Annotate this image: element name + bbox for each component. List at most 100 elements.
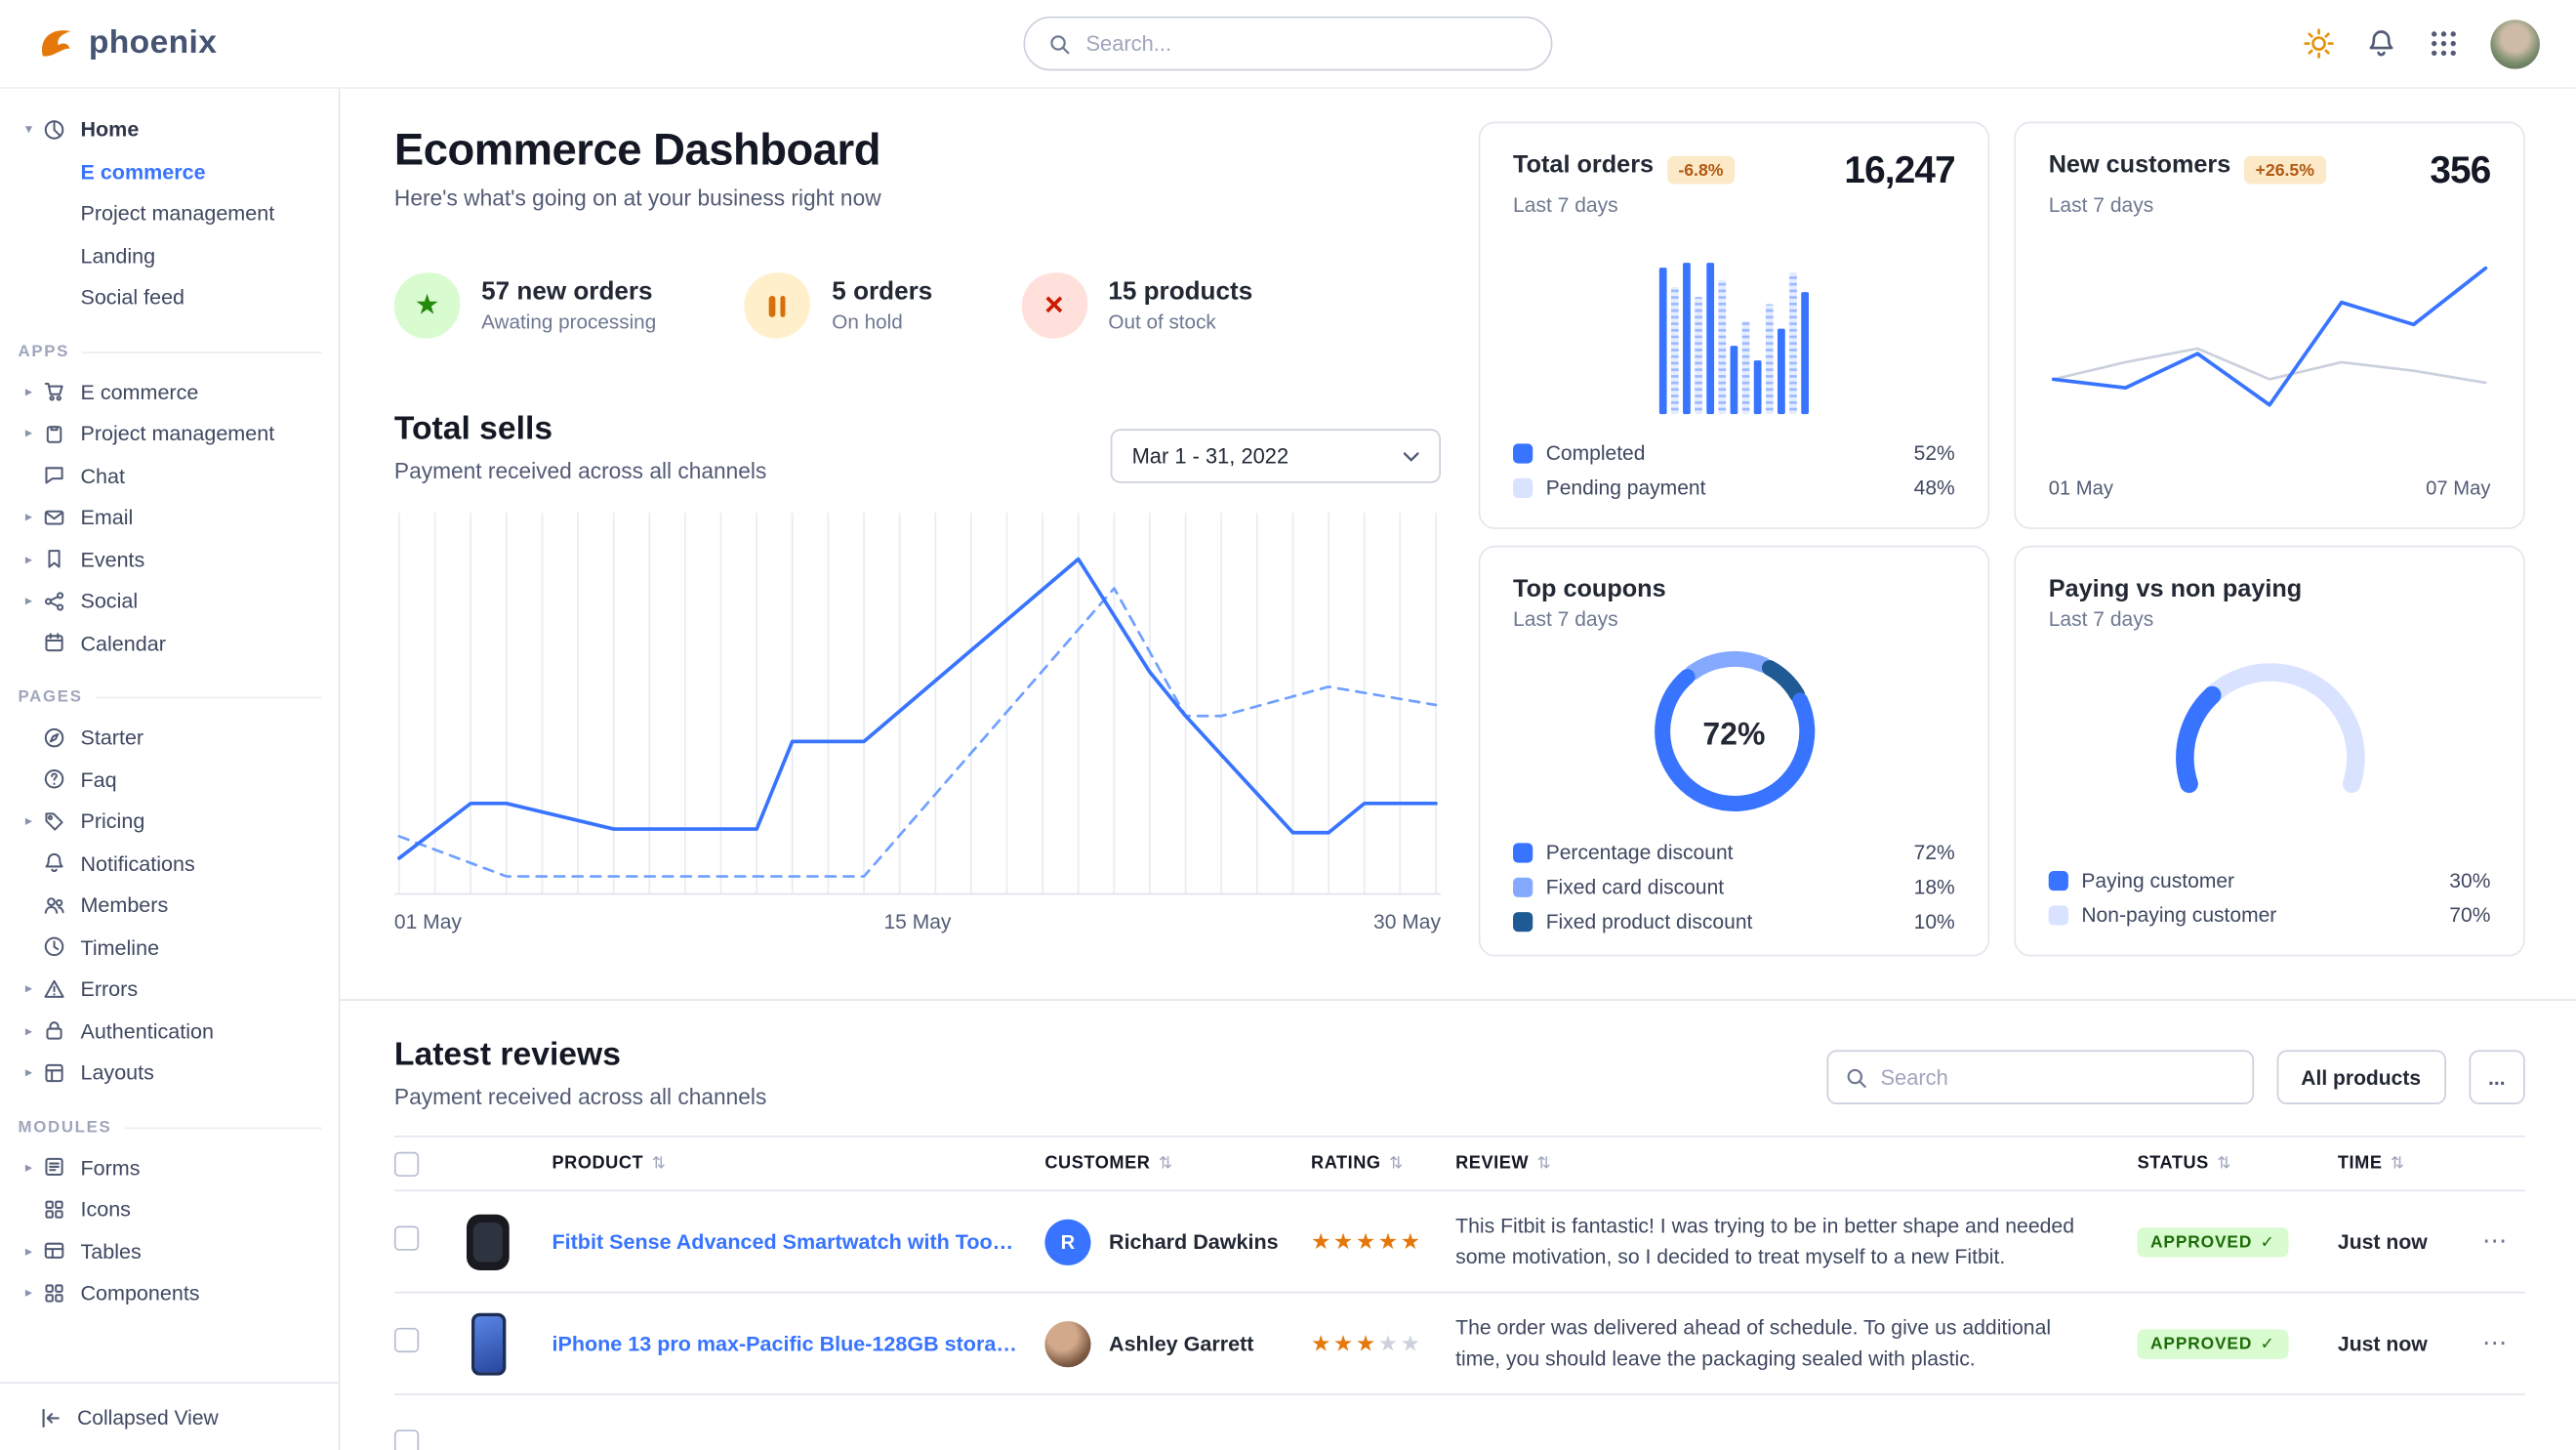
sidebar-item-label: Faq [80, 766, 117, 792]
sidebar-item-faq[interactable]: Faq [0, 759, 339, 801]
chevron-down-icon[interactable]: ▾ [24, 120, 33, 138]
sort-icon[interactable]: ⇅ [1389, 1154, 1404, 1173]
stat-value: 15 products [1108, 277, 1253, 307]
sidebar-item-label: Starter [80, 725, 144, 750]
sidebar-item-calendar[interactable]: Calendar [0, 622, 339, 664]
sidebar-item-social-feed[interactable]: Social feed [80, 284, 185, 310]
chevron-down-icon [1403, 451, 1419, 462]
sidebar-item-project-management[interactable]: Project management [80, 200, 275, 226]
product-image-iphone [450, 1305, 526, 1382]
chevron-right-icon[interactable]: ▸ [24, 811, 33, 829]
row-checkbox[interactable] [393, 1224, 420, 1250]
sidebar-item-chat[interactable]: Chat [0, 454, 339, 496]
row-actions-button[interactable]: ⋯ [2482, 1329, 2509, 1358]
sidebar-item-social[interactable]: ▸ Social [0, 580, 339, 622]
theme-toggle-button[interactable] [2304, 28, 2335, 60]
customer-name: Richard Dawkins [1109, 1228, 1279, 1255]
sort-icon[interactable]: ⇅ [2390, 1154, 2405, 1173]
chevron-right-icon[interactable]: ▸ [24, 550, 33, 567]
new-customers-chart [2051, 266, 2488, 407]
sort-icon[interactable]: ⇅ [651, 1154, 667, 1173]
donut-center-value: 72% [1702, 717, 1766, 752]
chevron-right-icon[interactable]: ▸ [24, 1158, 33, 1175]
sidebar-item-pricing[interactable]: ▸ Pricing [0, 801, 339, 843]
sidebar-item-project-management[interactable]: ▸ Project management [0, 412, 339, 454]
user-avatar[interactable] [2490, 19, 2540, 68]
stat-caption: Awating processing [481, 311, 657, 334]
sidebar-item-errors[interactable]: ▸ Errors [0, 968, 339, 1010]
row-actions-button[interactable]: ⋯ [2482, 1227, 2509, 1256]
reviews-search-input[interactable] [1880, 1064, 2235, 1090]
stat-5-orders: 5 orders On hold [745, 272, 932, 339]
cart-icon [44, 383, 63, 401]
stat-value: 57 new orders [481, 277, 653, 307]
sort-icon[interactable]: ⇅ [1158, 1154, 1173, 1173]
sidebar-item-home[interactable]: ▾ Home [0, 108, 339, 150]
reviews-search[interactable] [1825, 1050, 2254, 1104]
sidebar-item-members[interactable]: Members [0, 884, 339, 926]
chevron-right-icon[interactable]: ▸ [24, 508, 33, 525]
sidebar-item-layouts[interactable]: ▸ Layouts [0, 1052, 339, 1094]
sidebar-item-notifications[interactable]: Notifications [0, 843, 339, 885]
notifications-button[interactable] [2366, 28, 2397, 60]
select-all-checkbox[interactable] [393, 1150, 420, 1177]
sidebar-item-landing[interactable]: Landing [80, 242, 156, 268]
sort-icon[interactable]: ⇅ [1536, 1154, 1552, 1173]
chevron-right-icon[interactable]: ▸ [24, 979, 33, 997]
bookmark-icon [48, 550, 61, 569]
sidebar-item-timeline[interactable]: Timeline [0, 926, 339, 968]
sidebar-item-events[interactable]: ▸ Events [0, 538, 339, 580]
sidebar-section-label: PAGES [19, 688, 322, 707]
sidebar-section-label: MODULES [19, 1118, 322, 1137]
sidebar-item-authentication[interactable]: ▸ Authentication [0, 1010, 339, 1052]
chevron-right-icon[interactable]: ▸ [24, 424, 33, 441]
change-badge: +26.5% [2243, 155, 2326, 185]
column-header-product[interactable]: PRODUCT ⇅ [552, 1153, 1044, 1173]
chevron-right-icon[interactable]: ▸ [24, 1021, 33, 1039]
more-options-button[interactable]: ... [2468, 1050, 2525, 1104]
grid-icon [2432, 31, 2456, 57]
sidebar-item-e-commerce[interactable]: E commerce [80, 158, 206, 185]
sidebar-item-forms[interactable]: ▸ Forms [0, 1146, 339, 1188]
product-link[interactable]: Fitbit Sense Advanced Smartwatch with To… [552, 1228, 1045, 1255]
sidebar-item-email[interactable]: ▸ Email [0, 496, 339, 538]
sort-icon[interactable]: ⇅ [2217, 1154, 2231, 1173]
paying-gauge-chart [2154, 635, 2385, 813]
sidebar-item-label: Tables [80, 1238, 142, 1264]
row-checkbox[interactable] [393, 1429, 420, 1450]
rating-stars: ★★★★★ [1311, 1228, 1423, 1254]
chevron-right-icon[interactable]: ▸ [24, 592, 33, 609]
search-input[interactable] [1085, 30, 1529, 57]
collapse-sidebar-button[interactable]: Collapsed View [0, 1382, 339, 1450]
x-icon: × [1021, 272, 1087, 339]
column-header-rating[interactable]: RATING ⇅ [1311, 1153, 1455, 1173]
column-header-customer[interactable]: CUSTOMER ⇅ [1044, 1153, 1311, 1173]
column-header-review[interactable]: REVIEW ⇅ [1455, 1153, 2137, 1173]
brand[interactable]: phoenix [36, 23, 217, 62]
legend-value: 30% [2449, 869, 2491, 892]
column-header-time[interactable]: TIME ⇅ [2338, 1153, 2482, 1173]
legend: Percentage discount 72% Fixed card discoun… [1513, 830, 1955, 933]
sidebar-item-tables[interactable]: ▸ Tables [0, 1230, 339, 1272]
card-title: Total orders [1513, 150, 1655, 180]
chevron-right-icon[interactable]: ▸ [24, 382, 33, 399]
product-link[interactable]: iPhone 13 pro max-Pacific Blue-128GB sto… [552, 1331, 1021, 1356]
chevron-right-icon[interactable]: ▸ [24, 1063, 33, 1081]
date-range-select[interactable]: Mar 1 - 31, 2022 [1110, 429, 1441, 483]
navbar-search[interactable] [1023, 16, 1553, 71]
chevron-right-icon[interactable]: ▸ [24, 1241, 33, 1259]
row-checkbox[interactable] [393, 1327, 420, 1352]
sidebar-item-e-commerce[interactable]: ▸ E commerce [0, 371, 339, 413]
chevron-right-icon[interactable]: ▸ [24, 1283, 33, 1301]
apps-menu-button[interactable] [2428, 28, 2459, 60]
sidebar-item-icons[interactable]: Icons [0, 1188, 339, 1230]
sidebar-item-components[interactable]: ▸ Components [0, 1272, 339, 1314]
legend-label: Completed [1545, 441, 1646, 466]
legend: Completed 52% Pending payment 48% [1513, 431, 1955, 500]
column-header-status[interactable]: STATUS ⇅ [2138, 1153, 2338, 1173]
total-orders-card: Total orders -6.8% 16,247 Last 7 days Co… [1478, 121, 1990, 529]
sidebar-item-starter[interactable]: Starter [0, 717, 339, 759]
all-products-button[interactable]: All products [2276, 1050, 2446, 1104]
dashboard-left-column: Ecommerce Dashboard Here's what's going … [393, 122, 1441, 1000]
